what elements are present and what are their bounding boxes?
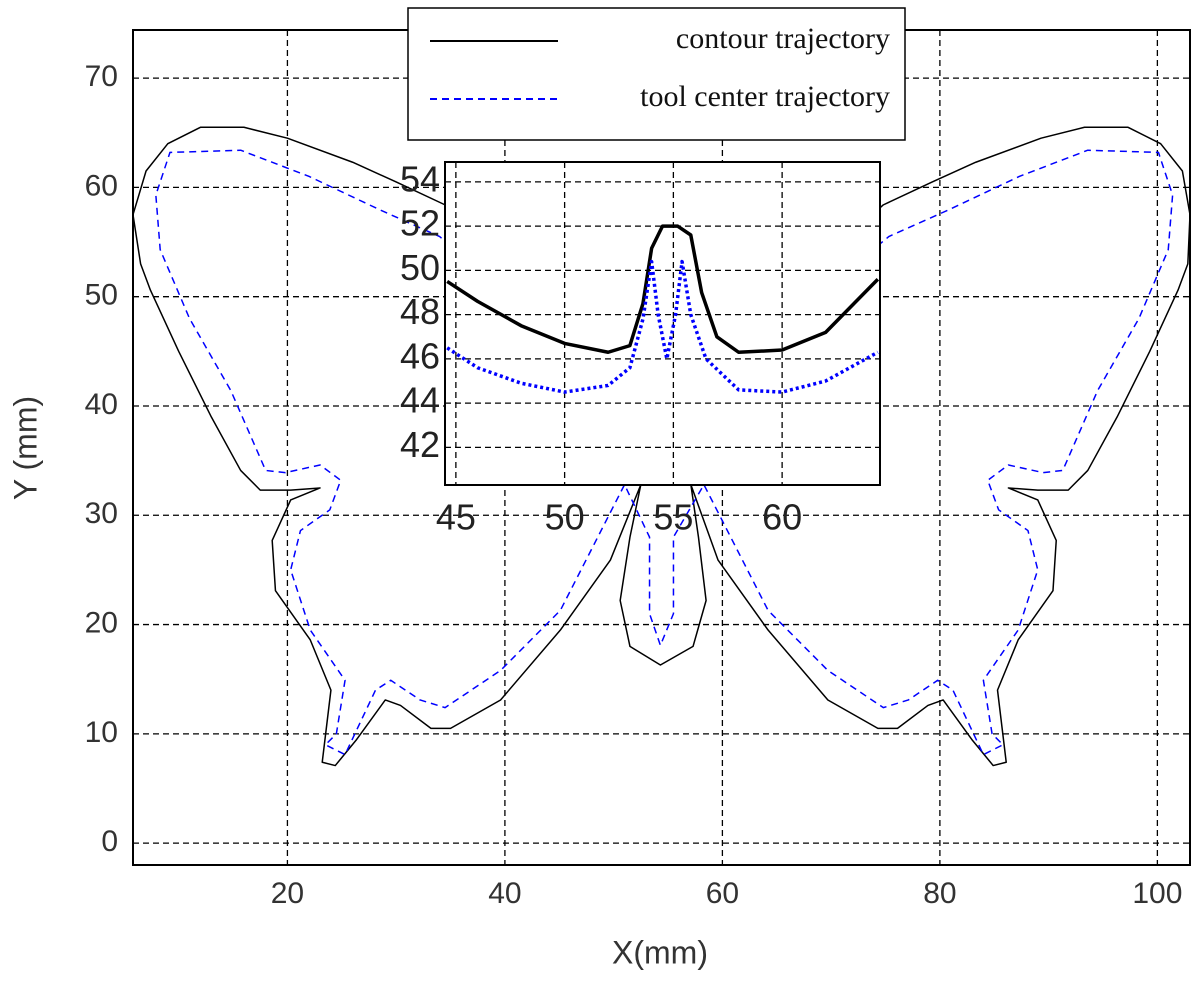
y-tick-label: 42	[400, 424, 440, 465]
x-tick-label: 45	[436, 497, 476, 538]
series-line	[446, 224, 880, 355]
x-axis-label: X(mm)	[612, 934, 708, 970]
series-line	[133, 126, 1190, 767]
y-tick-label: 44	[400, 380, 440, 421]
legend-box	[407, 7, 906, 141]
y-tick-label: 52	[400, 203, 440, 244]
y-tick-label: 50	[400, 247, 440, 288]
y-tick-label: 20	[85, 606, 118, 639]
y-axis-label: Y (mm)	[7, 396, 43, 500]
legend-label: contour trajectory	[676, 22, 890, 55]
y-tick-label: 46	[400, 335, 440, 376]
x-tick-label: 50	[545, 497, 585, 538]
x-tick-label: 55	[653, 497, 693, 538]
y-tick-label: 0	[101, 825, 118, 858]
y-tick-label: 50	[85, 279, 118, 312]
x-tick-label: 80	[923, 877, 956, 910]
plot-area	[133, 126, 1190, 767]
axes-frame	[444, 161, 881, 486]
x-tick-label: 40	[488, 877, 521, 910]
y-tick-label: 40	[85, 388, 118, 421]
y-tick-label: 60	[85, 169, 118, 202]
y-tick-label: 70	[85, 60, 118, 93]
inset-background	[445, 162, 880, 485]
legend-label: tool center trajectory	[640, 80, 890, 113]
x-tick-label: 20	[271, 877, 304, 910]
plot-area	[446, 224, 880, 394]
x-tick-label: 60	[706, 877, 739, 910]
y-tick-label: 30	[85, 497, 118, 530]
x-tick-label: 60	[762, 497, 802, 538]
x-tick-label: 100	[1132, 877, 1182, 910]
y-tick-label: 48	[400, 291, 440, 332]
series-line	[155, 149, 1174, 756]
y-tick-label: 54	[400, 158, 440, 199]
y-tick-label: 10	[85, 716, 118, 749]
